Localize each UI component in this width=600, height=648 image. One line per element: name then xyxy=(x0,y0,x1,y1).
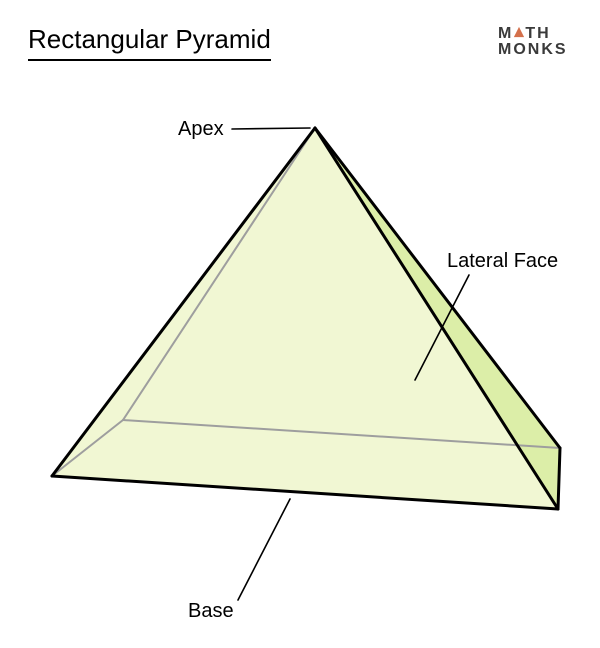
pyramid-diagram xyxy=(0,0,600,648)
lateral-face-left xyxy=(52,128,558,509)
callout-apex-line xyxy=(232,128,310,129)
callout-base-line xyxy=(238,499,290,600)
edge-base-right xyxy=(558,448,560,509)
